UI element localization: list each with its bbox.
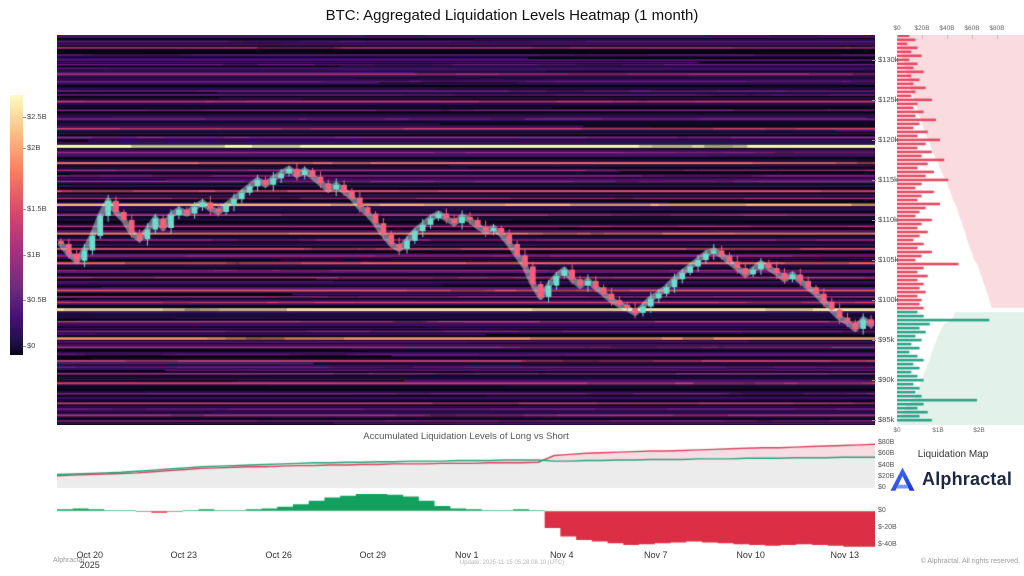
heatmap-canvas	[57, 35, 875, 425]
liqmap-top-tick-label: $0	[893, 25, 901, 32]
delta-chart-canvas	[57, 490, 875, 550]
tick-mark	[872, 179, 876, 181]
price-tick-label: $100k	[878, 295, 899, 305]
date-tick-label: Oct 29	[359, 550, 386, 560]
tick-mark	[872, 300, 876, 302]
delta-tick-label: $-20B	[878, 524, 897, 531]
colorbar-tick-label: $0.5B	[27, 295, 47, 305]
price-tick-label: $130k	[878, 54, 899, 64]
tick-mark	[872, 340, 876, 342]
price-tick-label: $105k	[878, 255, 899, 265]
price-tick-label: $125k	[878, 94, 899, 104]
page-title: BTC: Aggregated Liquidation Levels Heatm…	[325, 7, 699, 24]
liqmap-top-tick-label: $20B	[914, 25, 930, 32]
liqmap-top-tick-label: $60B	[964, 25, 980, 32]
date-tick-label: Nov 7	[644, 550, 668, 560]
date-tick-label: Oct 20	[76, 550, 103, 560]
tick-mark	[872, 380, 876, 382]
footer-copyright: © Alphractal. All rights reserved.	[920, 558, 1020, 565]
liqmap-bottom-tick-label: $2B	[973, 427, 985, 434]
price-tick-label: $120k	[878, 134, 899, 144]
tick-mark	[872, 219, 876, 221]
accumulated-chart-canvas	[57, 430, 875, 492]
price-tick-label: $110k	[878, 214, 898, 224]
accum-tick-label: $20B	[878, 472, 895, 480]
price-tick-label: $85k	[878, 415, 895, 425]
tick-mark	[872, 59, 876, 61]
accum-tick-label: $60B	[878, 450, 895, 458]
liquidation-map-label: Liquidation Map	[917, 449, 989, 460]
date-tick-label: Nov 4	[549, 550, 574, 560]
date-tick-label: Oct 23	[170, 550, 198, 560]
tick-mark	[23, 254, 26, 256]
date-tick-label: Nov 10	[736, 550, 765, 560]
tick-mark	[23, 300, 26, 302]
tick-mark	[872, 99, 876, 101]
price-tick-label: $90k	[878, 375, 895, 385]
accum-tick-label: $0	[878, 484, 886, 491]
date-tick-label: Nov 1	[455, 550, 479, 560]
alphractal-logo: Alphractal	[889, 466, 1012, 493]
delta-tick-label: $-40B	[878, 541, 897, 548]
tick-mark	[23, 117, 26, 119]
colorbar-tick-label: $1B	[27, 249, 41, 259]
footer-watermark: Alphractal	[53, 557, 85, 564]
tick-mark	[872, 139, 876, 141]
accumulated-chart-title: Accumulated Liquidation Levels of Long v…	[363, 431, 569, 442]
liqmap-bottom-tick-label: $1B	[932, 427, 944, 434]
price-tick-label: $95k	[878, 335, 895, 345]
footer-update-timestamp: Update: 2025-11-15 05:28:08.10 (UTC)	[459, 560, 565, 566]
date-tick-label: Oct 26	[265, 550, 292, 560]
liqmap-top-tick-label: $80B	[989, 25, 1005, 32]
colorbar-tick-label: $1.5B	[27, 204, 47, 214]
accum-tick-label: $80B	[878, 439, 895, 447]
date-tick-sublabel: 2025	[79, 560, 100, 570]
tick-mark	[23, 345, 26, 347]
tick-mark	[23, 209, 26, 211]
liquidation-map-canvas	[897, 35, 1024, 425]
tick-mark	[872, 420, 876, 422]
liqmap-top-tick-label: $40B	[939, 25, 955, 32]
accum-tick-label: $40B	[878, 461, 895, 469]
tick-mark	[23, 148, 26, 150]
colorbar-tick-label: $2B	[27, 143, 41, 153]
tick-mark	[872, 260, 876, 262]
colorbar-tick-label: $2.5B	[27, 112, 47, 122]
liqmap-bottom-tick-label: $0	[893, 427, 901, 434]
alphractal-wordmark: Alphractal	[922, 469, 1013, 489]
date-tick-label: Nov 13	[830, 550, 859, 560]
colorbar-gradient	[10, 95, 23, 355]
delta-tick-label: $0	[878, 507, 886, 514]
alphractal-logo-icon	[890, 467, 915, 491]
price-tick-label: $115k	[878, 174, 898, 184]
colorbar-tick-label: $0	[27, 340, 36, 350]
